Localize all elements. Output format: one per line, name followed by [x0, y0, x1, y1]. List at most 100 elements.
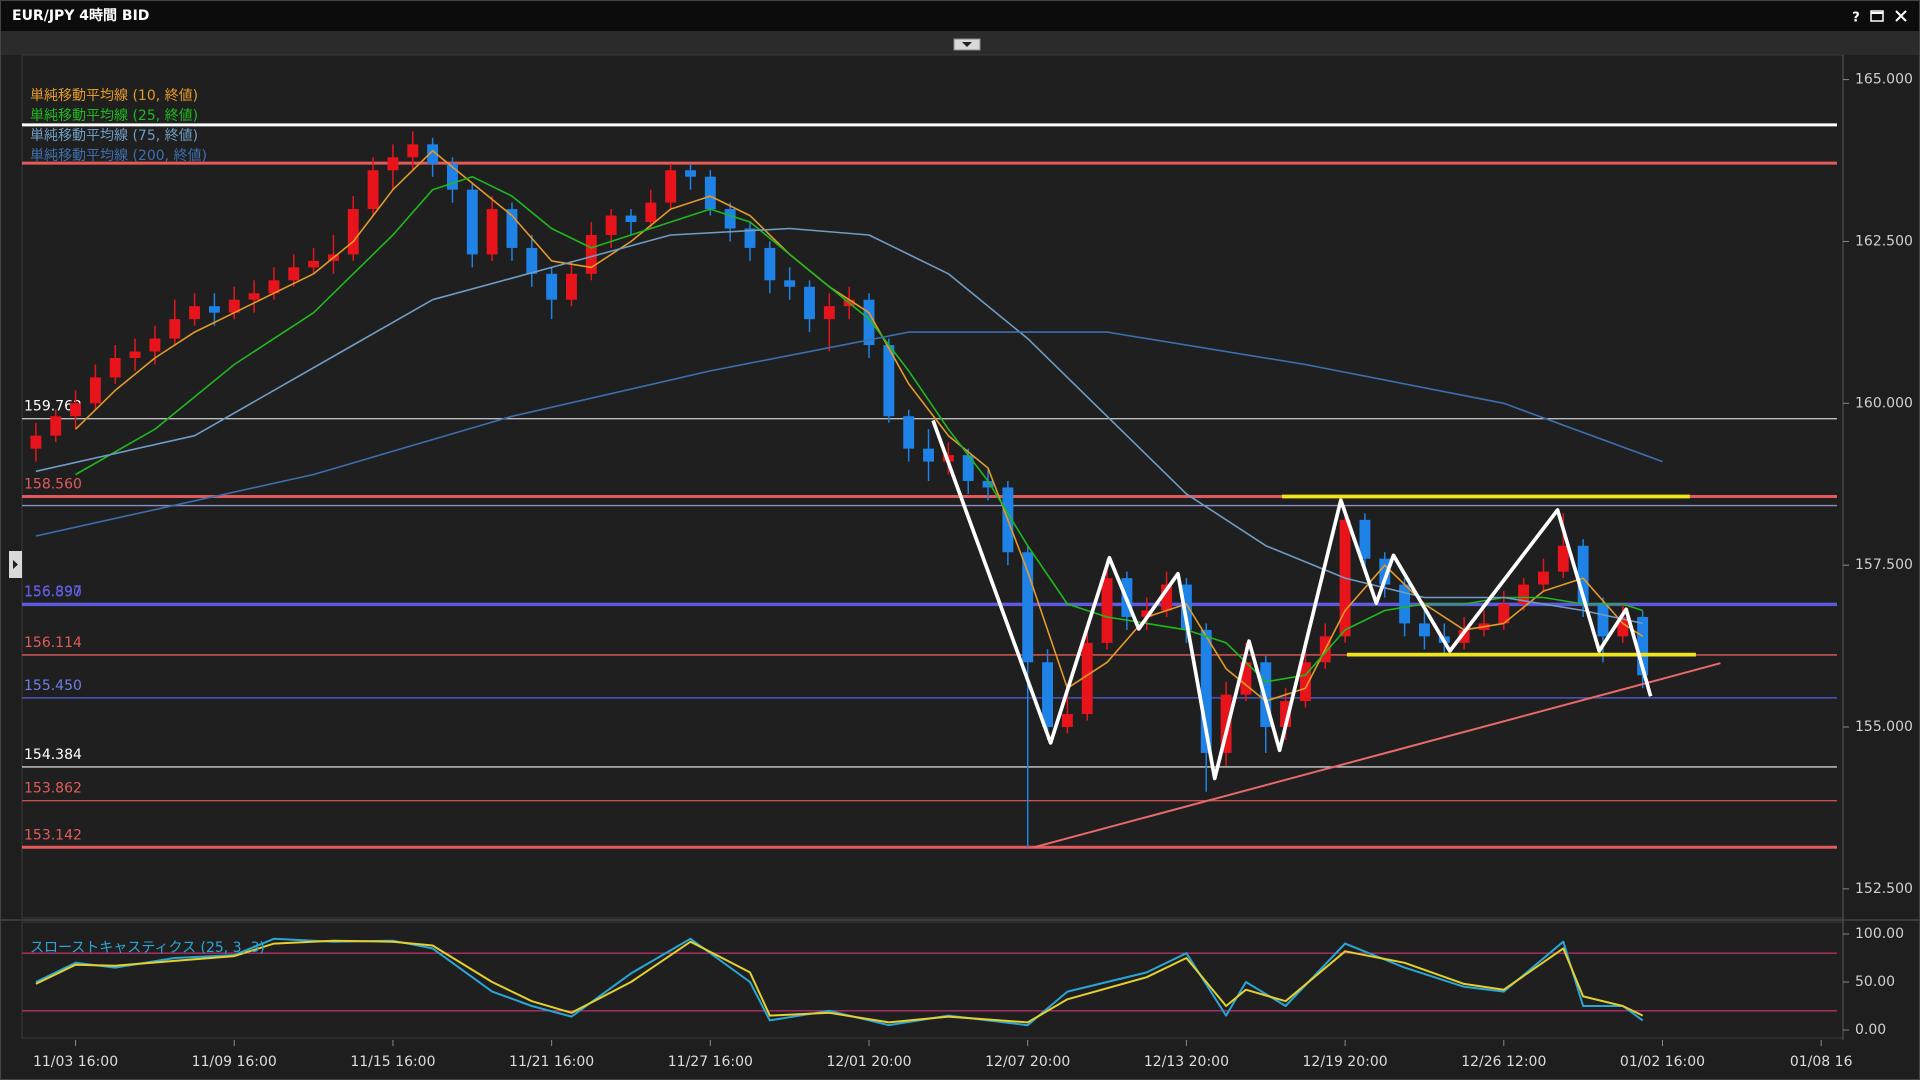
level-label: 154.384 [24, 747, 82, 763]
candle-body [506, 209, 518, 248]
candle-body [704, 176, 716, 210]
candle-body [288, 267, 300, 281]
candle-body [1518, 584, 1530, 605]
level-label: 158.560 [24, 477, 82, 493]
x-tick-label: 11/09 16:00 [192, 1054, 277, 1070]
candle-body [466, 189, 478, 255]
candle-body [1597, 604, 1609, 637]
candle-body [1280, 701, 1292, 728]
candle-body [347, 209, 359, 255]
candle-body [1458, 629, 1470, 643]
candle-body [1141, 610, 1153, 617]
legend-entry: 単純移動平均線 (200, 終値) [30, 148, 207, 164]
maximize-button[interactable] [1870, 10, 1884, 22]
collapse-button[interactable] [953, 38, 981, 51]
candle-body [1042, 662, 1054, 728]
candle-body [625, 215, 637, 223]
candle-body [1498, 604, 1510, 624]
level-label: 159.762 [24, 399, 82, 415]
legend-entry: 単純移動平均線 (25, 終値) [30, 108, 198, 124]
y-tick-label: 157.500 [1855, 557, 1913, 573]
drawings [931, 419, 1721, 849]
candle-body [923, 448, 934, 462]
close-button[interactable] [1895, 10, 1907, 22]
candle-body [1538, 571, 1549, 585]
candle-body [724, 209, 736, 229]
legend-entry: 単純移動平均線 (10, 終値) [30, 88, 198, 104]
candle-body [1379, 558, 1391, 585]
legend-entry: 単純移動平均線 (75, 終値) [30, 128, 198, 144]
candle-body [1418, 623, 1430, 637]
candle-body [823, 306, 835, 320]
level-label: 153.862 [24, 781, 82, 797]
x-tick-label: 12/13 20:00 [1144, 1054, 1229, 1070]
plot-layer: 152.500 155.000 157.500 160.000 162.500 165.0… [22, 72, 1913, 1070]
candle-body [1577, 545, 1589, 605]
candle-body [268, 280, 280, 294]
side-tab[interactable] [9, 551, 22, 578]
candle-body [764, 247, 776, 281]
wave-drawing [931, 419, 1653, 781]
candle-body [1220, 694, 1232, 753]
x-tick-label: 11/03 16:00 [33, 1054, 118, 1070]
level-label: 156.114 [24, 635, 82, 651]
price-panel [21, 54, 1844, 919]
candle-body [70, 403, 82, 417]
indicator-line [35, 331, 1663, 537]
candle-body [248, 293, 260, 300]
y-tick-label: 0.00 [1855, 1022, 1886, 1038]
candle-body [645, 202, 657, 223]
candle-body [863, 299, 875, 346]
candle-body [1617, 616, 1629, 637]
maximize-icon [1870, 10, 1884, 22]
candle-body [1637, 616, 1649, 676]
title-bar [0, 0, 1920, 31]
side-tab-arrow [13, 560, 18, 569]
x-tick-label: 12/07 20:00 [985, 1054, 1070, 1070]
indicator-line [35, 939, 1644, 1024]
level-label: 156.890 [24, 585, 82, 601]
level-label: 156.897 [24, 584, 82, 600]
candle-body [804, 286, 815, 320]
candle-body [1200, 629, 1212, 753]
indicator-line [75, 150, 1644, 702]
candle-body [50, 416, 62, 436]
candle-body [189, 306, 201, 320]
candle-body [1180, 584, 1192, 630]
candle-body [744, 228, 756, 248]
help-button[interactable]: ? [1852, 11, 1860, 26]
collapse-arrow [962, 42, 972, 47]
y-tick-label: 160.000 [1855, 395, 1913, 411]
x-tick-label: 12/26 12:00 [1461, 1054, 1546, 1070]
candle-body [1081, 642, 1093, 715]
x-tick-label: 01/08 16 [1790, 1054, 1853, 1070]
y-tick-label: 50.00 [1855, 974, 1895, 990]
candle-body [149, 338, 161, 352]
candle-body [109, 357, 121, 378]
x-tick-label: 12/19 20:00 [1303, 1054, 1388, 1070]
candle-body [486, 209, 498, 255]
y-tick-label: 100.00 [1855, 926, 1904, 942]
candle-body [962, 455, 974, 481]
x-tick-label: 12/01 20:00 [826, 1054, 911, 1070]
candle-body [1161, 584, 1173, 611]
close-icon [1895, 10, 1907, 22]
candle-body [1359, 519, 1371, 559]
candle-body [1022, 552, 1034, 663]
y-tick-label: 165.000 [1855, 72, 1913, 88]
candle-body [89, 377, 101, 404]
candle-body [883, 345, 895, 417]
candle-body [526, 247, 538, 274]
candle-body [585, 234, 597, 274]
candle-body [605, 215, 617, 235]
candle-body [308, 260, 320, 268]
candle-body [427, 144, 439, 164]
candle-body [1399, 584, 1411, 624]
trend-line [1034, 662, 1721, 849]
candle-body [1557, 545, 1569, 572]
candle-body [665, 170, 677, 203]
y-tick-label: 152.500 [1855, 881, 1913, 897]
candle-body [685, 170, 696, 177]
y-tick-label: 155.000 [1855, 719, 1913, 735]
